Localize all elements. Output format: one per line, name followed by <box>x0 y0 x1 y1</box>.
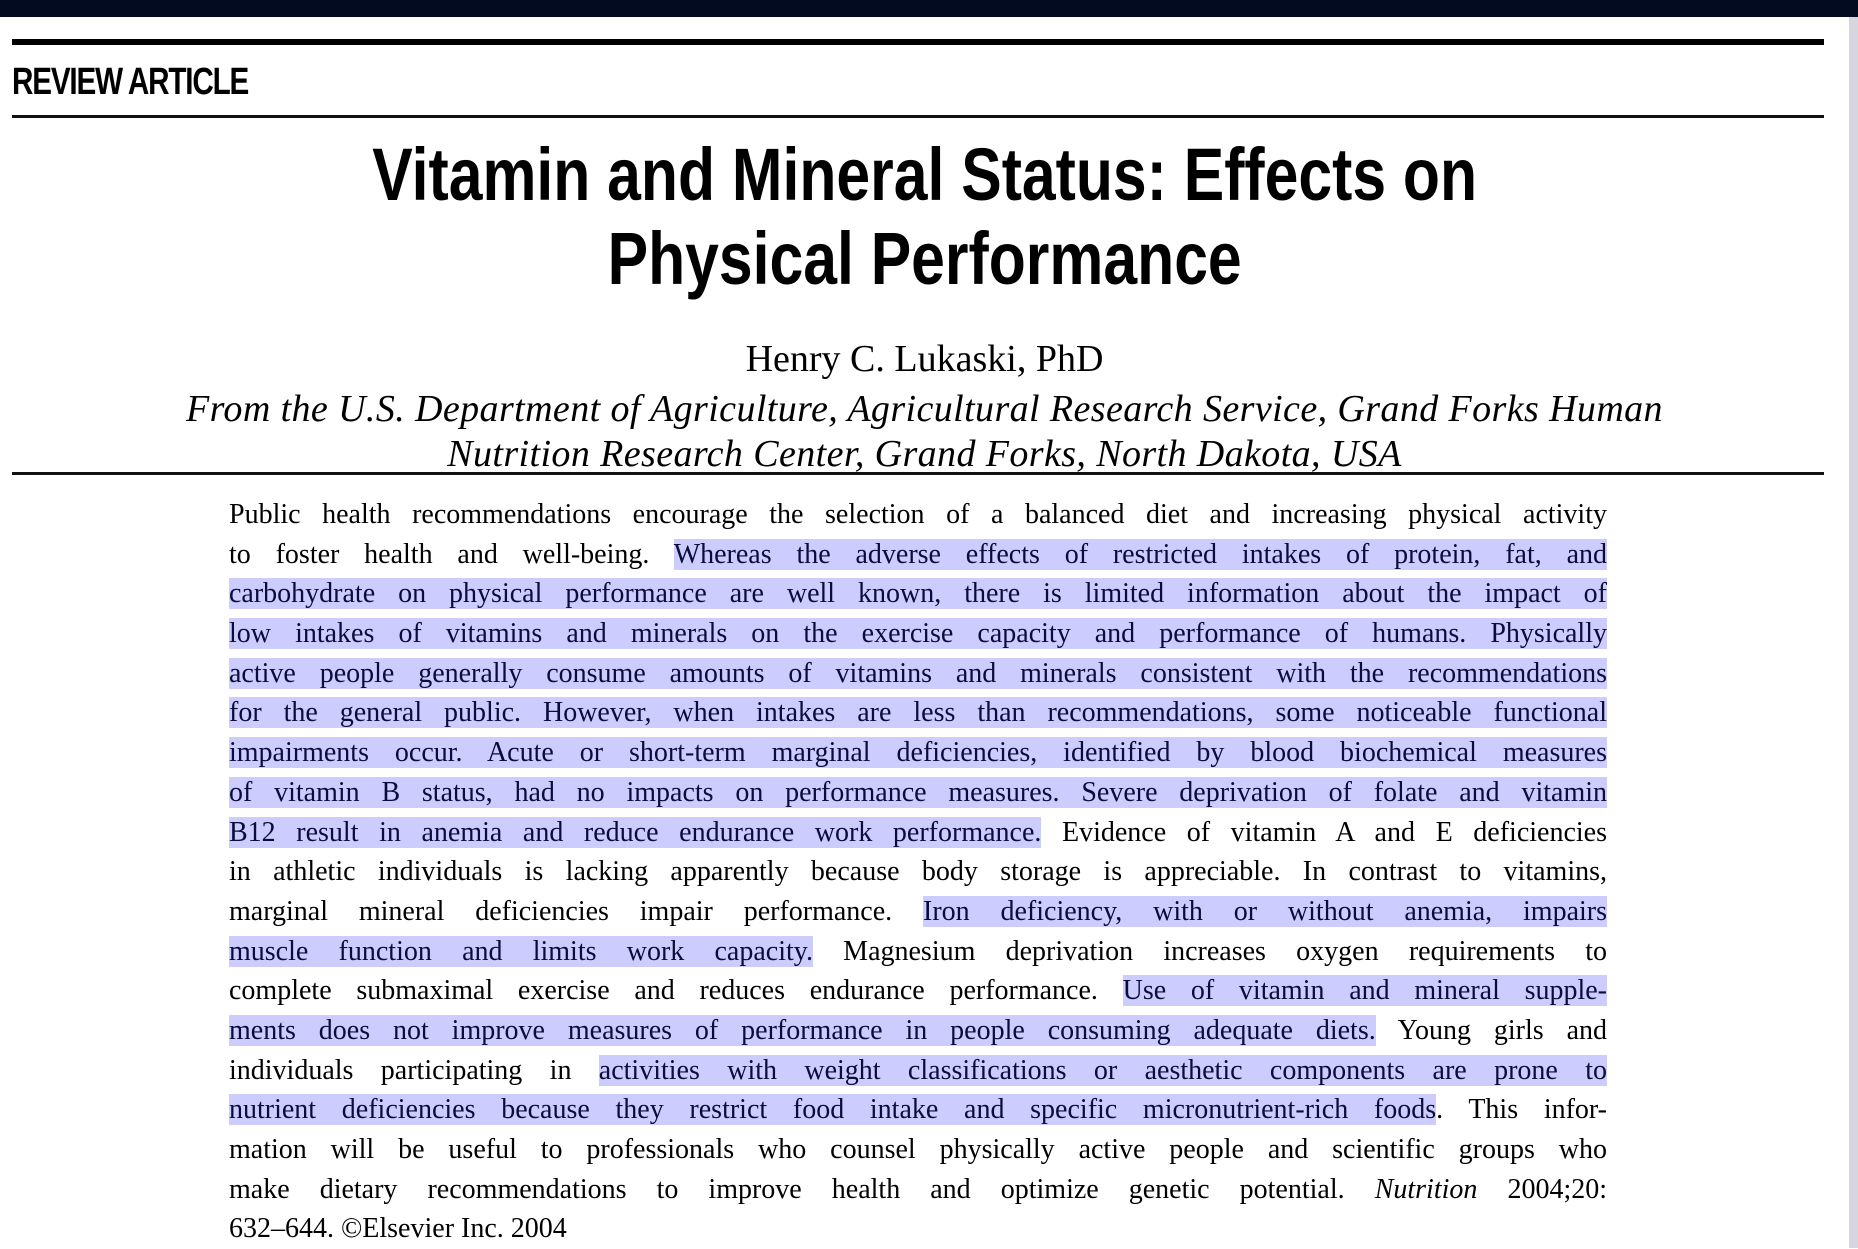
abstract-line: Public health recommendations encourage … <box>229 495 1607 535</box>
abstract-line: carbohydrate on physical performance are… <box>229 574 1607 614</box>
abstract-line: muscle function and limits work capacity… <box>229 932 1607 972</box>
article-title: Vitamin and Mineral Status: Effects on P… <box>0 133 1849 301</box>
affiliation-line-1: From the U.S. Department of Agriculture,… <box>186 388 1663 430</box>
text-segment: Young girls and <box>1375 1014 1607 1046</box>
highlighted-text: Use of vitamin and mineral supple- <box>1122 975 1607 1007</box>
highlighted-text: active people generally consume amounts … <box>229 657 1607 689</box>
pdf-page: REVIEW ARTICLE Vitamin and Mineral Statu… <box>0 17 1849 1248</box>
text-segment: 632–644. ©Elsevier Inc. 2004 <box>229 1213 567 1245</box>
abstract-line: mation will be useful to professionals w… <box>229 1130 1607 1170</box>
abstract-line: active people generally consume amounts … <box>229 654 1607 694</box>
abstract-line: ments does not improve measures of perfo… <box>229 1011 1607 1051</box>
text-segment: Public health recommendations encourage … <box>229 499 1607 530</box>
abstract-line: to foster health and well-being. Whereas… <box>229 535 1608 575</box>
text-segment: complete submaximal exercise and reduces… <box>229 975 1123 1007</box>
abstract-line: individuals participating in activities … <box>229 1051 1607 1091</box>
abstract-line: marginal mineral deficiencies impair per… <box>229 892 1608 932</box>
abstract-line: low intakes of vitamins and minerals on … <box>229 614 1607 654</box>
highlighted-text: of vitamin B status, had no impacts on p… <box>229 776 1607 808</box>
abstract-line: complete submaximal exercise and reduces… <box>229 971 1607 1011</box>
author-name: Henry C. Lukaski, PhD <box>745 338 1104 380</box>
text-segment: individuals participating in <box>229 1054 599 1086</box>
text-segment: marginal mineral deficiencies impair per… <box>229 895 924 927</box>
text-segment: 2004;20: <box>1477 1173 1608 1205</box>
title-line-1: Vitamin and Mineral Status: Effects on <box>372 133 1477 216</box>
section-label: REVIEW ARTICLE <box>12 61 249 103</box>
abstract-line: nutrient deficiencies because they restr… <box>229 1090 1607 1130</box>
highlighted-text: Whereas the adverse effects of restricte… <box>673 538 1608 570</box>
text-segment: . This infor- <box>1436 1094 1608 1126</box>
abstract-line: 632–644. ©Elsevier Inc. 2004 <box>229 1209 1607 1249</box>
highlighted-text: ments does not improve measures of perfo… <box>229 1014 1376 1046</box>
abstract-rule <box>12 472 1824 475</box>
abstract-text[interactable]: Public health recommendations encourage … <box>229 495 1608 1249</box>
highlighted-text: carbohydrate on physical performance are… <box>229 578 1607 610</box>
abstract-line: B12 result in anemia and reduce enduranc… <box>229 813 1607 853</box>
highlighted-text: nutrient deficiencies because they restr… <box>229 1094 1437 1126</box>
abstract-line: for the general public. However, when in… <box>229 693 1607 733</box>
text-segment: in athletic individuals is lacking appar… <box>229 856 1607 888</box>
text-segment: to foster health and well-being. <box>229 538 674 570</box>
title-line-2: Physical Performance <box>607 217 1242 300</box>
text-segment: Evidence of vitamin A and E deficiencies <box>1041 816 1607 848</box>
text-segment: Magnesium deprivation increases oxygen r… <box>812 935 1607 967</box>
viewer-top-bar <box>0 0 1858 17</box>
highlighted-text: Iron deficiency, with or without anemia,… <box>923 895 1608 927</box>
abstract-line: of vitamin B status, had no impacts on p… <box>229 773 1607 813</box>
highlighted-text: muscle function and limits work capacity… <box>229 935 813 967</box>
highlighted-text: activities with weight classifications o… <box>598 1054 1607 1086</box>
highlighted-text: for the general public. However, when in… <box>229 697 1607 729</box>
highlighted-text: low intakes of vitamins and minerals on … <box>229 618 1607 650</box>
affiliation-line-2: Nutrition Research Center, Grand Forks, … <box>447 433 1402 475</box>
text-segment: Nutrition <box>1374 1173 1478 1205</box>
top-rule <box>12 39 1824 45</box>
text-segment: make dietary recommendations to improve … <box>229 1173 1375 1205</box>
abstract-line: make dietary recommendations to improve … <box>229 1170 1607 1210</box>
vertical-scrollbar[interactable] <box>1849 17 1858 1248</box>
text-segment: mation will be useful to professionals w… <box>229 1134 1607 1165</box>
highlighted-text: B12 result in anemia and reduce enduranc… <box>229 816 1042 848</box>
abstract-line: impairments occur. Acute or short-term m… <box>229 733 1607 773</box>
header-rule <box>12 115 1824 118</box>
highlighted-text: impairments occur. Acute or short-term m… <box>229 737 1607 769</box>
affiliation: From the U.S. Department of Agriculture,… <box>0 387 1849 477</box>
abstract-line: in athletic individuals is lacking appar… <box>229 852 1607 892</box>
